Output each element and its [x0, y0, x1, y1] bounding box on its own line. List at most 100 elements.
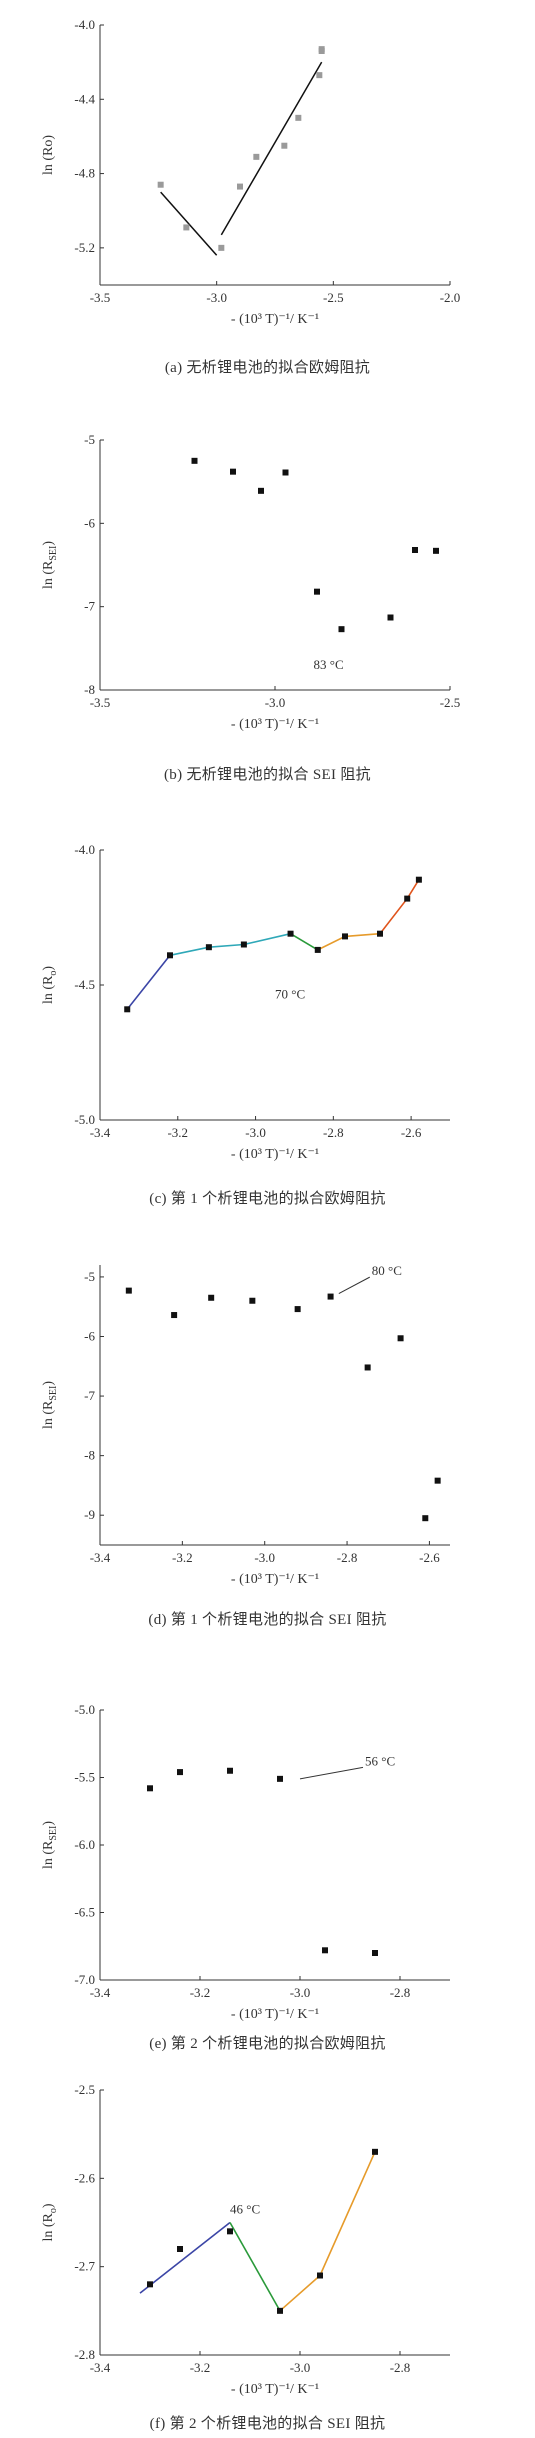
data-point: [147, 2281, 153, 2288]
x-tick-label: -2.8: [337, 1550, 358, 1565]
data-point: [281, 142, 288, 149]
x-tick-label: -3.2: [172, 1550, 193, 1565]
y-tick-label: -9: [84, 1507, 95, 1522]
series-segment-orange: [279, 2151, 376, 2312]
y-tick-label: -4.0: [74, 17, 95, 32]
y-tick-label: -5.5: [74, 1770, 95, 1785]
data-point: [397, 1335, 404, 1342]
chart-a: -3.5 -3.0 -2.5 -2.0 -4.0 -4.4 -4.8 -5.2 - (10³ T…: [41, 17, 460, 327]
data-point: [205, 944, 212, 951]
y-tick-label: -7: [84, 1388, 95, 1403]
data-point: [372, 2148, 378, 2155]
x-axis-label: - (10³ T)⁻¹/ K⁻¹: [231, 2007, 319, 2022]
y-tick-label: -6.5: [74, 1905, 95, 1920]
data-point: [317, 2272, 323, 2279]
data-point: [364, 1364, 371, 1371]
caption-e: (e) 第 2 个析锂电池的拟合欧姆阻抗: [149, 2036, 386, 2052]
fit-line: [220, 61, 323, 236]
y-tick-label: -5.0: [74, 1702, 95, 1717]
data-point: [124, 1006, 131, 1013]
panel-f: -3.4 -3.2 -3.0 -2.8 -2.5 -2.6 -2.7 -2.8 - (10³ T…: [0, 2070, 535, 2438]
x-axis-label: - (10³ T)⁻¹/ K⁻¹: [231, 717, 319, 732]
caption-b: (b) 无析锂电池的拟合 SEI 阻抗: [164, 767, 371, 783]
y-tick-label: -2.5: [74, 2082, 95, 2097]
data-point: [422, 1515, 429, 1522]
x-axis-label: - (10³ T)⁻¹/ K⁻¹: [231, 312, 319, 327]
x-tick-label: -3.4: [90, 1125, 111, 1140]
x-tick-label: -2.8: [390, 1985, 411, 2000]
chart-c: -3.4 -3.2 -3.0 -2.8 -2.6 -4.0 -4.5 -5.0 - (10³ T…: [41, 842, 450, 1162]
x-axis-label: - (10³ T)⁻¹/ K⁻¹: [231, 1147, 319, 1162]
y-tick-label: -2.7: [74, 2259, 95, 2274]
y-tick-label: -6: [84, 1328, 95, 1343]
data-point: [322, 1947, 328, 1954]
y-tick-label: -5: [84, 432, 95, 447]
data-point: [433, 547, 439, 554]
series-segment-green: [290, 933, 319, 951]
data-point: [258, 487, 264, 494]
series-segment-orange: [317, 932, 381, 951]
data-point: [125, 1287, 132, 1294]
data-point: [295, 114, 302, 121]
data-point: [434, 1477, 441, 1484]
y-tick-label: -6: [84, 515, 95, 530]
data-point: [157, 181, 164, 188]
data-point: [230, 468, 236, 475]
data-point: [377, 930, 383, 937]
panel-b: -3.5 -3.0 -2.5 -5 -6 -7 -8 - (10³ T)⁻¹/ K⁻¹ ln (…: [0, 400, 535, 783]
data-point: [208, 1294, 215, 1301]
annotation-leader: [299, 1766, 364, 1780]
y-tick-label: -8: [84, 682, 95, 697]
caption-a: (a) 无析锂电池的拟合欧姆阻抗: [164, 360, 371, 376]
y-axis-label: ln (RSEI): [41, 1381, 59, 1429]
series-segment-red: [379, 879, 420, 935]
x-tick-label: -2.5: [323, 290, 344, 305]
series-segment-blue: [139, 2221, 231, 2294]
chart-d: -3.4 -3.2 -3.0 -2.8 -2.6 -5 -6 -7 -8 -9 - (10³ T)⁻…: [41, 1263, 450, 1587]
chart-b: -3.5 -3.0 -2.5 -5 -6 -7 -8 - (10³ T)⁻¹/ K⁻¹ ln (…: [41, 432, 460, 732]
x-tick-label: -3.2: [190, 2360, 211, 2375]
data-point: [167, 952, 173, 959]
x-tick-label: -3.0: [254, 1550, 275, 1565]
annotation-label: 83 °C: [314, 657, 344, 672]
y-axis-label: ln (Ro): [41, 966, 59, 1004]
data-point: [249, 1297, 256, 1304]
y-tick-label: -5: [84, 1269, 95, 1284]
data-point: [277, 2307, 283, 2314]
series-segment-blue: [126, 954, 171, 1010]
y-tick-label: -5.0: [74, 1112, 95, 1127]
data-point: [191, 457, 198, 464]
y-tick-label: -4.4: [74, 91, 95, 106]
caption-c: (c) 第 1 个析锂电池的拟合欧姆阻抗: [149, 1191, 386, 1207]
panel-c: -3.4 -3.2 -3.0 -2.8 -2.6 -4.0 -4.5 -5.0 - (10³ T…: [0, 830, 535, 1230]
data-point: [227, 1767, 233, 1774]
data-point: [372, 1950, 378, 1956]
x-tick-label: -3.4: [90, 1550, 111, 1565]
y-axis-label: ln (Ro): [41, 2203, 59, 2241]
data-point: [404, 895, 411, 902]
y-axis-label: ln (RSEI): [41, 541, 59, 589]
data-point: [318, 46, 325, 53]
annotation-label: 46 °C: [230, 2202, 260, 2217]
annotation-label: 70 °C: [275, 987, 305, 1002]
data-point: [415, 876, 422, 883]
data-point: [171, 1312, 178, 1319]
x-tick-label: -2.6: [401, 1125, 422, 1140]
chart-e: -3.4 -3.2 -3.0 -2.8 -5.0 -5.5 -6.0 -6.5 -7.0 - (1…: [41, 1702, 450, 2022]
data-point: [147, 1785, 153, 1792]
data-point: [237, 183, 243, 190]
panel-e: -3.4 -3.2 -3.0 -2.8 -5.0 -5.5 -6.0 -6.5 -7.0 - (1…: [0, 1690, 535, 2090]
annotation-label: 56 °C: [365, 1753, 395, 1768]
chart-f: -3.4 -3.2 -3.0 -2.8 -2.5 -2.6 -2.7 -2.8 - (10³ T…: [41, 2082, 450, 2397]
data-point: [327, 1293, 334, 1300]
x-tick-label: -3.5: [90, 290, 111, 305]
fit-line: [160, 191, 218, 256]
y-tick-label: -7: [84, 599, 95, 614]
x-tick-label: -2.6: [419, 1550, 440, 1565]
data-point: [338, 626, 345, 633]
y-tick-label: -5.2: [74, 240, 95, 255]
data-point: [342, 933, 348, 940]
y-tick-label: -8: [84, 1448, 95, 1463]
data-point: [253, 153, 260, 160]
data-point: [314, 946, 321, 953]
